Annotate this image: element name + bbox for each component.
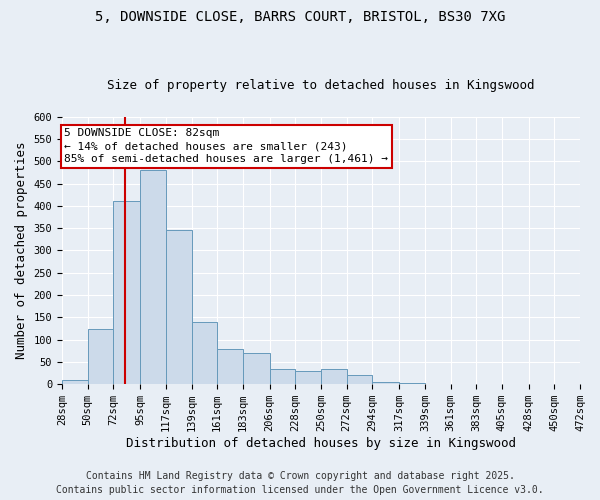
Bar xyxy=(88,328,113,384)
Text: 5, DOWNSIDE CLOSE, BARRS COURT, BRISTOL, BS30 7XG: 5, DOWNSIDE CLOSE, BARRS COURT, BRISTOL,… xyxy=(95,10,505,24)
Bar xyxy=(243,353,269,384)
Bar xyxy=(373,382,399,384)
Bar xyxy=(347,376,373,384)
Bar xyxy=(191,322,217,384)
Bar xyxy=(140,170,166,384)
Bar xyxy=(269,368,295,384)
Text: 5 DOWNSIDE CLOSE: 82sqm
← 14% of detached houses are smaller (243)
85% of semi-d: 5 DOWNSIDE CLOSE: 82sqm ← 14% of detache… xyxy=(64,128,388,164)
Bar xyxy=(217,348,243,384)
Bar xyxy=(113,202,140,384)
Title: Size of property relative to detached houses in Kingswood: Size of property relative to detached ho… xyxy=(107,79,535,92)
Y-axis label: Number of detached properties: Number of detached properties xyxy=(15,142,28,359)
Bar xyxy=(295,371,321,384)
Text: Contains HM Land Registry data © Crown copyright and database right 2025.
Contai: Contains HM Land Registry data © Crown c… xyxy=(56,471,544,495)
Bar xyxy=(62,380,88,384)
X-axis label: Distribution of detached houses by size in Kingswood: Distribution of detached houses by size … xyxy=(126,437,516,450)
Bar xyxy=(166,230,191,384)
Bar xyxy=(321,368,347,384)
